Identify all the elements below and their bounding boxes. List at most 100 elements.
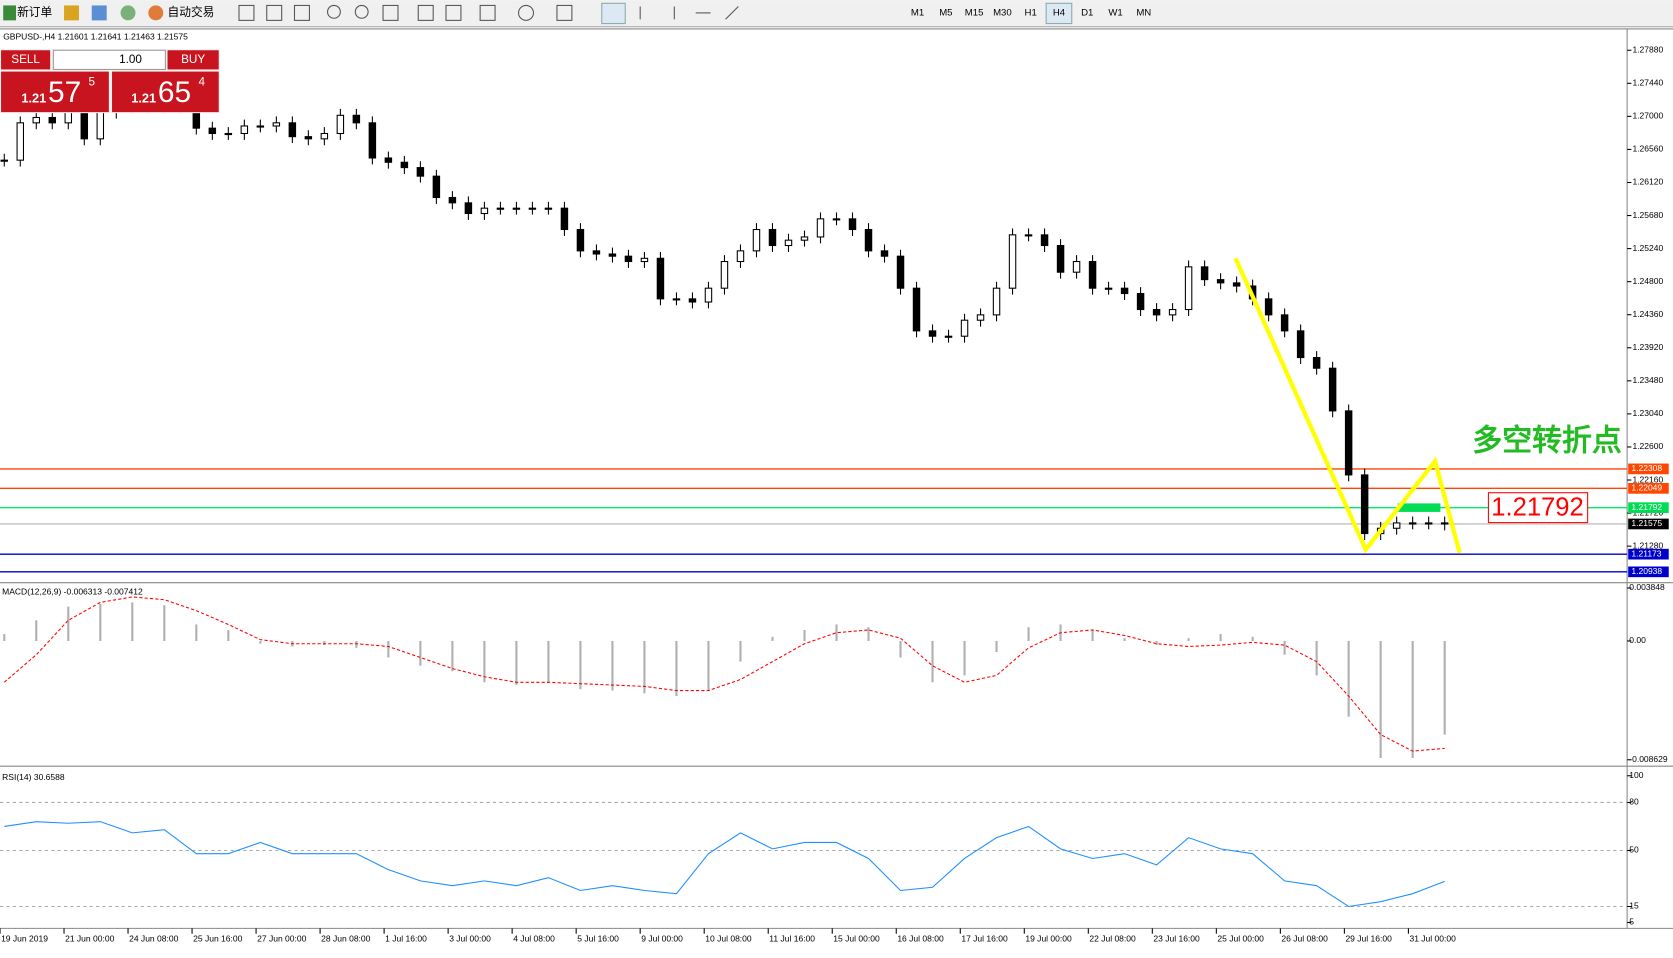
panel-title: RSI(14) 30.6588 [2,772,65,782]
y-tick-label: 1.24800 [1632,276,1663,286]
zoom-out[interactable] [354,4,369,19]
timeframe-button[interactable]: MN [1136,7,1151,18]
y-tick-label: 1.27000 [1632,111,1663,121]
x-tick-label: 15 Jul 00:00 [833,933,880,943]
buy-label[interactable]: BUY [181,53,205,66]
candle-body [240,125,249,135]
candle-body [896,255,905,289]
candle-body [1008,234,1017,289]
auto-trading-button[interactable]: 自动交易 [168,5,215,19]
new-order-button[interactable]: 新订单 [17,5,52,19]
sell-price-pips: 57 [48,76,81,109]
timeframe-button[interactable]: M1 [911,7,924,18]
sell-price-big: 1.21 [21,91,46,106]
x-tick-label: 27 Jun 00:00 [257,933,307,943]
toolbar-icon[interactable] [120,5,136,21]
lot-value[interactable]: 1.00 [119,53,142,66]
candle-body [736,250,745,263]
toolbar-icon[interactable] [91,5,107,21]
level-label-bg [1628,548,1669,560]
candle-body [1344,410,1353,476]
candle-body [400,161,409,169]
sell-button[interactable] [1,50,51,70]
y-tick-label: 5 [1629,917,1634,927]
candle-body [432,175,441,199]
sell-price-box[interactable] [1,71,109,113]
x-tick-label: 24 Jun 08:00 [129,933,179,943]
candle-body [320,132,329,140]
candle-body [288,122,297,138]
candle-body [784,239,793,247]
tool-icon[interactable] [725,6,739,20]
x-tick-label: 11 Jul 16:00 [769,933,815,943]
x-tick-label: 16 Jul 08:00 [897,933,944,943]
candle-body [672,298,681,301]
y-tick-label: 0.003848 [1629,582,1665,592]
buy-price-box[interactable] [112,71,219,113]
candle-body [1312,357,1321,369]
level-label: 1.22049 [1631,483,1662,493]
candle-body [1408,522,1417,525]
zoom-in[interactable] [327,4,341,19]
timeframe-button[interactable]: M5 [939,7,952,18]
candle-body [976,314,985,321]
tool-icon[interactable] [417,4,434,21]
candle-body [1280,314,1289,332]
x-tick-label: 17 Jul 16:00 [961,933,1008,943]
y-tick-label: 1.23040 [1632,408,1663,418]
sell-price-point: 5 [89,75,96,88]
buy-button[interactable] [167,50,219,70]
level-label: 1.20938 [1631,566,1662,576]
x-tick-label: 10 Jul 08:00 [705,933,752,943]
candle-body [1232,282,1241,287]
lot-input[interactable] [52,49,166,70]
timeframe-button[interactable]: H1 [1025,7,1037,18]
tool-icon[interactable] [556,4,573,21]
y-tick-label: 1.26560 [1632,144,1663,154]
tool-icon[interactable] [293,4,310,21]
tool-icon[interactable] [266,4,283,21]
y-tick-label: 100 [1629,770,1643,780]
candle-body [768,228,777,247]
tool-icon[interactable] [238,4,255,21]
price-callout: 1.21792 [1491,493,1584,521]
candle-body [992,287,1001,316]
timeframe-button[interactable]: H4 [1053,7,1066,18]
timeframe-button[interactable]: M30 [993,7,1012,18]
candle-body [560,207,569,231]
candle-body [1424,522,1433,525]
panel-title: MACD(12,26,9) -0.006313 -0.007412 [2,587,143,597]
candle-body [384,157,393,163]
sell-label[interactable]: SELL [11,53,40,66]
buy-price-point: 4 [198,75,205,88]
candle-body [832,218,841,221]
level-label-bg [1628,502,1669,513]
tool-icon[interactable] [445,4,462,21]
chart-header: GBPUSD-,H4 1.21601 1.21641 1.21463 1.215… [3,32,188,42]
candle-body [0,159,9,162]
candle-body [1024,234,1033,237]
toolbar-icon[interactable] [64,5,79,21]
price-panel: 1.27880 1.27440 1.27000 1.26560 1.26120 1.256… [0,44,1669,943]
cursor-tool[interactable] [601,2,626,25]
new-order-icon[interactable] [3,5,17,21]
rsi-line [4,821,1445,908]
tool-icon[interactable] [382,4,399,21]
auto-trading-icon[interactable] [148,5,164,21]
x-tick-label: 21 Jun 00:00 [65,933,115,943]
y-tick-label: 1.24360 [1632,309,1663,319]
tool-icon[interactable] [479,4,496,21]
y-tick-label: 1.21280 [1632,540,1663,550]
timeframe-button[interactable]: M15 [965,7,984,18]
candle-body [816,218,825,238]
x-tick-label: 1 Jul 16:00 [385,933,427,943]
candle-body [256,125,265,128]
timeframe-button[interactable]: W1 [1108,7,1122,18]
buy-price-pips: 65 [158,76,191,109]
timeframes: M1 M5 M15 M30 H1 H4 D1 W1 MN [911,2,1151,25]
timeframe-button[interactable]: D1 [1081,7,1093,18]
tool-icon[interactable] [518,4,535,21]
candle-body [592,250,601,255]
y-tick-label: 1.23920 [1632,342,1663,352]
